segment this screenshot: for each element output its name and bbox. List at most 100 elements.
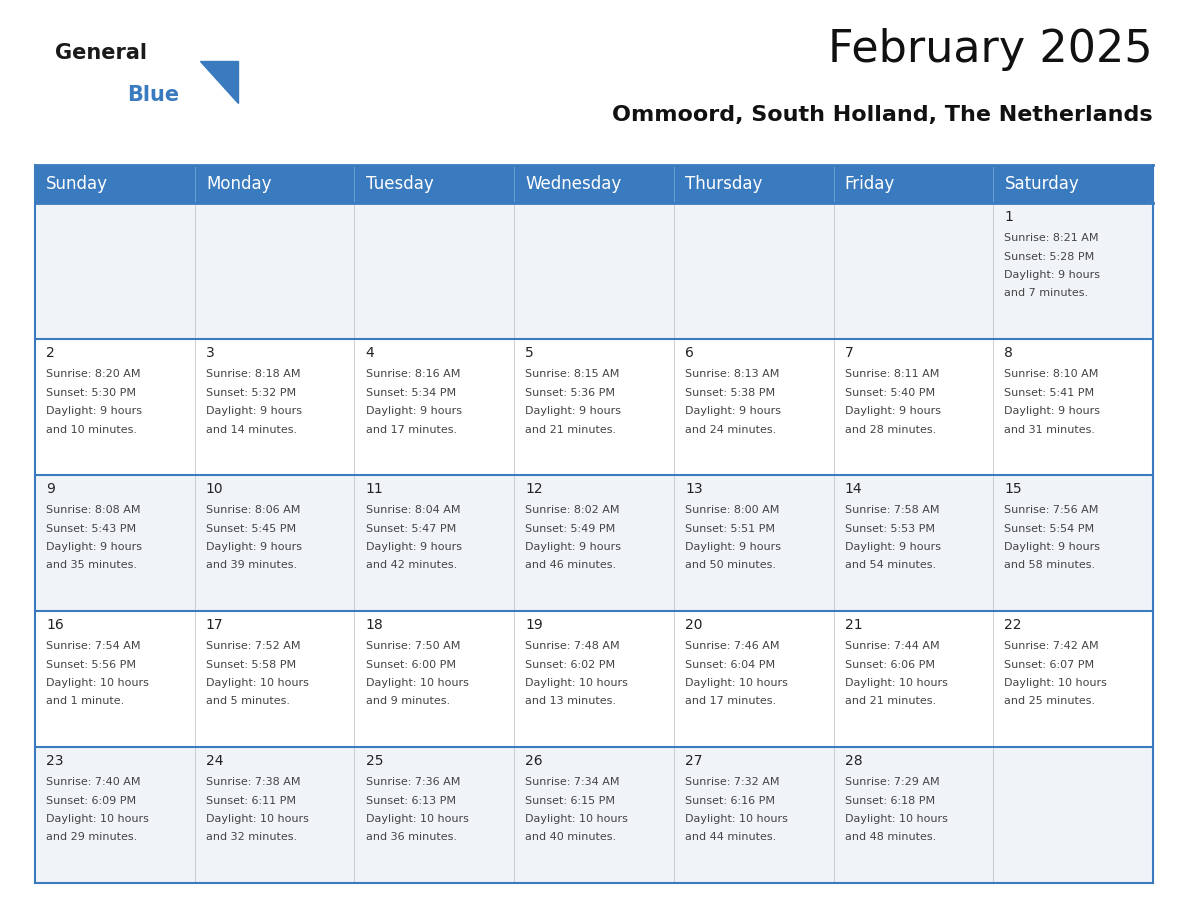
Text: and 1 minute.: and 1 minute. [46,697,125,707]
Text: Sunrise: 7:32 AM: Sunrise: 7:32 AM [685,777,779,787]
Text: 20: 20 [685,618,702,632]
Text: Daylight: 9 hours: Daylight: 9 hours [685,542,781,552]
Bar [195,611,354,747]
Text: and 25 minutes.: and 25 minutes. [1005,697,1095,707]
Text: Sunday: Sunday [46,175,108,193]
Bar [834,203,993,339]
Text: 10: 10 [206,482,223,496]
Text: Daylight: 10 hours: Daylight: 10 hours [525,678,628,688]
Text: Sunset: 6:09 PM: Sunset: 6:09 PM [46,796,137,805]
Text: Sunrise: 8:04 AM: Sunrise: 8:04 AM [366,505,460,515]
Text: Sunrise: 8:00 AM: Sunrise: 8:00 AM [685,505,779,515]
Bar [834,339,993,475]
Text: Sunrise: 8:06 AM: Sunrise: 8:06 AM [206,505,301,515]
Text: and 31 minutes.: and 31 minutes. [1005,424,1095,434]
Bar [674,203,834,339]
Bar [195,339,354,475]
Bar [514,339,674,475]
Text: and 17 minutes.: and 17 minutes. [366,424,456,434]
Text: and 24 minutes.: and 24 minutes. [685,424,776,434]
Text: Sunrise: 7:56 AM: Sunrise: 7:56 AM [1005,505,1099,515]
Text: Sunset: 5:32 PM: Sunset: 5:32 PM [206,387,296,397]
Text: and 35 minutes.: and 35 minutes. [46,561,137,570]
Text: Sunrise: 7:34 AM: Sunrise: 7:34 AM [525,777,620,787]
Text: Sunset: 6:02 PM: Sunset: 6:02 PM [525,659,615,669]
Text: Sunrise: 8:13 AM: Sunrise: 8:13 AM [685,369,779,379]
Bar [674,747,834,883]
Text: Sunrise: 7:38 AM: Sunrise: 7:38 AM [206,777,301,787]
Text: Daylight: 10 hours: Daylight: 10 hours [1005,678,1107,688]
Text: and 44 minutes.: and 44 minutes. [685,833,776,843]
Text: Sunrise: 7:40 AM: Sunrise: 7:40 AM [46,777,140,787]
Text: Wednesday: Wednesday [525,175,621,193]
Text: 26: 26 [525,754,543,768]
Text: and 28 minutes.: and 28 minutes. [845,424,936,434]
Bar [993,203,1154,339]
Bar [514,203,674,339]
Text: Sunrise: 7:42 AM: Sunrise: 7:42 AM [1005,641,1099,651]
Text: 6: 6 [685,346,694,360]
Bar [354,339,514,475]
Text: and 36 minutes.: and 36 minutes. [366,833,456,843]
Text: 3: 3 [206,346,215,360]
Text: Sunset: 5:53 PM: Sunset: 5:53 PM [845,523,935,533]
Text: and 29 minutes.: and 29 minutes. [46,833,138,843]
Text: Ommoord, South Holland, The Netherlands: Ommoord, South Holland, The Netherlands [612,105,1154,125]
Bar [674,339,834,475]
Text: and 46 minutes.: and 46 minutes. [525,561,617,570]
Text: Sunrise: 7:46 AM: Sunrise: 7:46 AM [685,641,779,651]
Bar [354,747,514,883]
Text: Tuesday: Tuesday [366,175,434,193]
Text: Daylight: 9 hours: Daylight: 9 hours [845,406,941,416]
Text: Sunrise: 7:29 AM: Sunrise: 7:29 AM [845,777,940,787]
Text: Daylight: 10 hours: Daylight: 10 hours [206,814,309,824]
Text: Daylight: 10 hours: Daylight: 10 hours [366,678,468,688]
Text: and 42 minutes.: and 42 minutes. [366,561,457,570]
Text: 22: 22 [1005,618,1022,632]
Text: 16: 16 [46,618,64,632]
Text: 24: 24 [206,754,223,768]
Bar [34,339,195,475]
Bar [34,203,195,339]
Text: Sunset: 5:40 PM: Sunset: 5:40 PM [845,387,935,397]
Text: 19: 19 [525,618,543,632]
Text: Daylight: 10 hours: Daylight: 10 hours [845,814,948,824]
Text: Sunrise: 7:52 AM: Sunrise: 7:52 AM [206,641,301,651]
Text: 2: 2 [46,346,55,360]
Text: Monday: Monday [206,175,271,193]
Text: and 10 minutes.: and 10 minutes. [46,424,137,434]
Text: Daylight: 9 hours: Daylight: 9 hours [366,406,462,416]
Text: 17: 17 [206,618,223,632]
Bar [195,203,354,339]
Bar [34,475,195,611]
Text: Daylight: 10 hours: Daylight: 10 hours [685,814,788,824]
Text: Sunrise: 8:10 AM: Sunrise: 8:10 AM [1005,369,1099,379]
Text: 13: 13 [685,482,702,496]
Text: and 32 minutes.: and 32 minutes. [206,833,297,843]
Text: 15: 15 [1005,482,1022,496]
Text: and 7 minutes.: and 7 minutes. [1005,288,1088,298]
Polygon shape [200,61,238,103]
Text: Sunset: 5:58 PM: Sunset: 5:58 PM [206,659,296,669]
Text: and 50 minutes.: and 50 minutes. [685,561,776,570]
Text: and 17 minutes.: and 17 minutes. [685,697,776,707]
Text: Daylight: 10 hours: Daylight: 10 hours [366,814,468,824]
Text: Sunset: 5:30 PM: Sunset: 5:30 PM [46,387,137,397]
Text: Sunrise: 8:02 AM: Sunrise: 8:02 AM [525,505,620,515]
Text: 23: 23 [46,754,64,768]
Text: Sunset: 5:45 PM: Sunset: 5:45 PM [206,523,296,533]
Text: Daylight: 10 hours: Daylight: 10 hours [206,678,309,688]
Text: Daylight: 10 hours: Daylight: 10 hours [845,678,948,688]
Text: General: General [55,43,147,63]
Text: Sunset: 6:11 PM: Sunset: 6:11 PM [206,796,296,805]
Text: Sunset: 6:00 PM: Sunset: 6:00 PM [366,659,456,669]
Bar [354,203,514,339]
Text: Sunrise: 8:16 AM: Sunrise: 8:16 AM [366,369,460,379]
Text: 8: 8 [1005,346,1013,360]
Text: 25: 25 [366,754,383,768]
Text: Sunset: 5:56 PM: Sunset: 5:56 PM [46,659,137,669]
Text: Sunset: 6:15 PM: Sunset: 6:15 PM [525,796,615,805]
Text: Sunrise: 8:18 AM: Sunrise: 8:18 AM [206,369,301,379]
Bar [34,747,195,883]
Text: Daylight: 9 hours: Daylight: 9 hours [845,542,941,552]
